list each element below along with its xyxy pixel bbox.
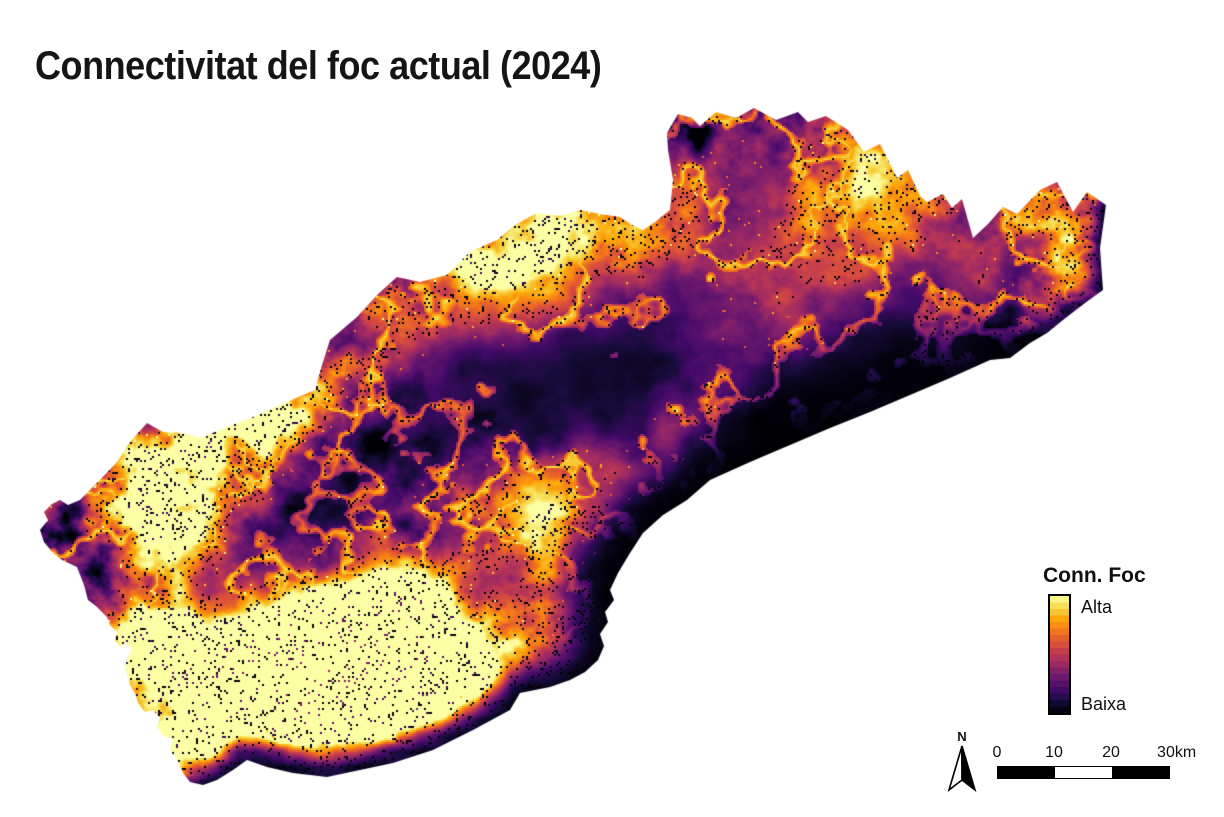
north-arrow-left-half (947, 745, 963, 793)
legend-colorbar (1048, 594, 1071, 715)
scale-bar: 0 10 20 30km (993, 744, 1221, 784)
scale-bar-tick-30: 30km (1157, 744, 1197, 761)
legend-title: Conn. Foc (1043, 564, 1146, 587)
map-title: Connectivitat del foc actual (2024) (35, 44, 602, 88)
scale-bar-bar (997, 766, 1170, 779)
legend-low-label: Baixa (1081, 694, 1127, 714)
scale-bar-segment (1112, 767, 1169, 778)
scale-bar-tick-20: 20 (1102, 744, 1120, 761)
scale-bar-segment (1055, 767, 1112, 778)
scale-bar-tick-10: 10 (1045, 744, 1063, 761)
legend-high-label: Alta (1081, 597, 1113, 617)
north-arrow-right-half (961, 745, 977, 793)
scale-bar-segment (998, 767, 1055, 778)
scale-bar-tick-0: 0 (992, 744, 1002, 761)
north-arrow: N (947, 729, 977, 793)
north-arrow-label: N (957, 729, 966, 744)
